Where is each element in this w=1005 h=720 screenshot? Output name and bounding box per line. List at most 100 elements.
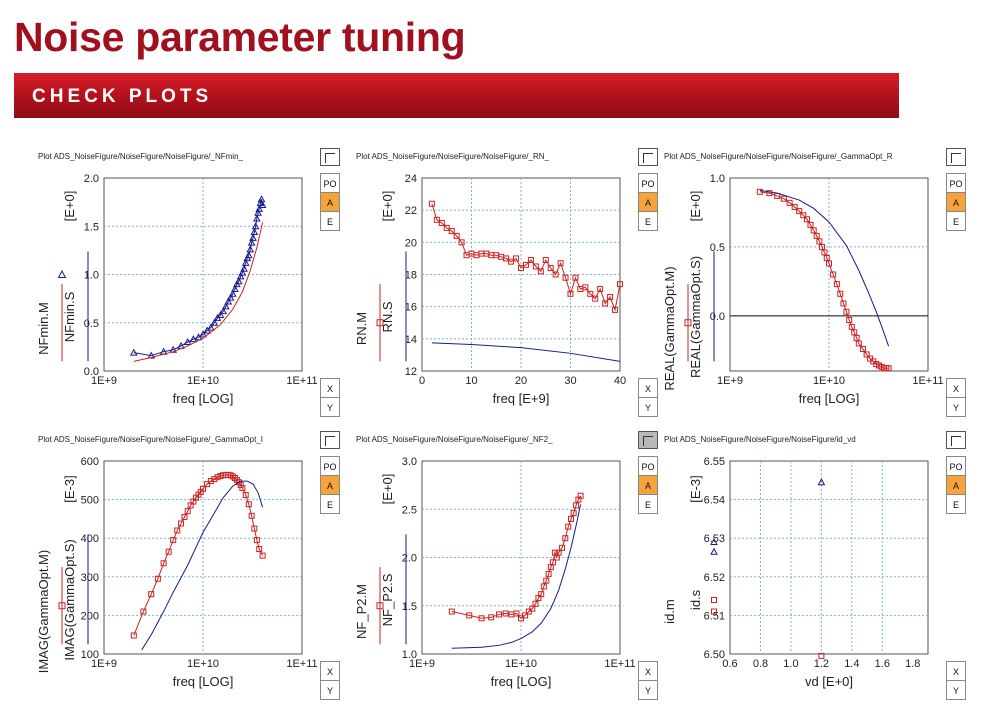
- y-axis-unit: [E+0]: [380, 191, 395, 222]
- y-tick-label: 2.0: [84, 173, 99, 185]
- plot-options-icon[interactable]: [320, 148, 340, 166]
- legend-marker: [684, 319, 692, 327]
- e-button[interactable]: E: [946, 494, 966, 514]
- a-button[interactable]: A: [946, 475, 966, 495]
- po-button[interactable]: PO: [946, 456, 966, 476]
- po-button[interactable]: PO: [638, 173, 658, 193]
- y-tick-label: 300: [81, 572, 99, 584]
- e-button[interactable]: E: [320, 211, 340, 231]
- data-point: [226, 293, 235, 301]
- data-point: [567, 290, 574, 297]
- y-tick-label: 400: [81, 533, 99, 545]
- data-point: [522, 612, 529, 619]
- a-button[interactable]: A: [946, 192, 966, 212]
- e-button[interactable]: E: [320, 494, 340, 514]
- plot-panel-nfmin: Plot ADS_NoiseFigure/NoiseFigure/NoiseFi…: [14, 140, 344, 420]
- data-point: [837, 290, 844, 297]
- e-button[interactable]: E: [638, 494, 658, 514]
- x-tick-label: 1.6: [875, 658, 890, 670]
- data-point: [826, 260, 832, 267]
- series-line: [759, 189, 890, 347]
- data-point: [513, 255, 520, 262]
- data-point: [859, 345, 866, 352]
- y-button[interactable]: Y: [946, 397, 966, 417]
- x-button[interactable]: X: [946, 661, 966, 681]
- y-tick-label: 2.0: [402, 553, 417, 565]
- y-tick-label: 600: [81, 456, 99, 468]
- plot-options-icon[interactable]: [638, 431, 658, 449]
- data-point: [174, 527, 181, 534]
- y-tick-label: 18: [405, 270, 417, 282]
- y-tick-label: 6.54: [704, 495, 725, 507]
- data-point: [592, 295, 599, 302]
- x-button[interactable]: X: [946, 378, 966, 398]
- y-button[interactable]: Y: [320, 397, 340, 417]
- plot-title: Plot ADS_NoiseFigure/NoiseFigure/NoiseFi…: [38, 152, 244, 161]
- data-point: [532, 600, 539, 607]
- y-tick-label: 0.5: [84, 318, 99, 330]
- data-point: [448, 228, 455, 235]
- data-point: [786, 199, 793, 206]
- x-tick-label: 1E+11: [286, 658, 317, 670]
- data-point: [199, 330, 207, 338]
- data-point: [843, 308, 850, 315]
- data-point: [240, 264, 248, 272]
- e-button[interactable]: E: [946, 211, 966, 231]
- data-point: [823, 254, 830, 261]
- plot-options-icon[interactable]: [946, 148, 966, 166]
- chart-svg: Plot ADS_NoiseFigure/NoiseFigure/NoiseFi…: [662, 152, 944, 406]
- data-point: [254, 208, 262, 216]
- data-point: [129, 348, 138, 356]
- data-point: [791, 203, 798, 210]
- data-point: [256, 546, 263, 553]
- y-tick-label: 1.0: [84, 270, 99, 282]
- x-tick-label: 0: [419, 375, 425, 387]
- data-point: [206, 323, 215, 331]
- data-point: [178, 520, 185, 527]
- data-point: [573, 502, 580, 509]
- data-point: [147, 351, 156, 359]
- y-tick-label: 1.0: [402, 649, 417, 661]
- y-tick-label: 1.0: [710, 173, 725, 185]
- plot-options-icon[interactable]: [946, 431, 966, 449]
- data-point: [170, 537, 177, 544]
- y-tick-label: 2.5: [402, 504, 417, 516]
- legend-marker: [711, 608, 717, 615]
- data-point: [522, 261, 529, 268]
- data-point: [259, 552, 266, 559]
- data-point: [238, 268, 247, 276]
- data-point: [228, 289, 237, 297]
- data-point: [255, 204, 264, 212]
- po-button[interactable]: PO: [946, 173, 966, 193]
- chart-svg: Plot ADS_NoiseFigure/NoiseFigure/NoiseFi…: [354, 435, 636, 689]
- x-tick-label: 1E+9: [717, 375, 743, 387]
- plot-options-icon[interactable]: [638, 148, 658, 166]
- data-point: [184, 508, 191, 515]
- y-button[interactable]: Y: [946, 680, 966, 700]
- x-tick-label: 1.0: [783, 658, 798, 670]
- x-tick-label: 1.2: [814, 658, 829, 670]
- a-button[interactable]: A: [320, 192, 340, 212]
- x-tick-label: 1E+9: [91, 375, 117, 387]
- y-button[interactable]: Y: [638, 680, 658, 700]
- data-point: [503, 255, 510, 262]
- data-point: [570, 510, 577, 517]
- legend-marker: [57, 269, 67, 278]
- x-tick-label: 30: [564, 375, 576, 387]
- plot-area: [729, 460, 929, 655]
- plot-panel-id-vd: Plot ADS_NoiseFigure/NoiseFigure/NoiseFi…: [640, 423, 970, 703]
- y-axis-label-simulated: RN.S: [380, 301, 395, 332]
- e-button[interactable]: E: [638, 211, 658, 231]
- y-tick-label: 0.0: [710, 311, 725, 323]
- a-button[interactable]: A: [638, 475, 658, 495]
- y-axis-label-simulated: IMAG(GammaOpt.S): [62, 539, 77, 660]
- y-button[interactable]: Y: [320, 680, 340, 700]
- data-point: [543, 577, 550, 584]
- data-point: [224, 297, 233, 305]
- y-button[interactable]: Y: [638, 397, 658, 417]
- data-point: [817, 478, 826, 486]
- data-point: [251, 525, 258, 532]
- data-point: [241, 258, 250, 266]
- plot-options-icon[interactable]: [320, 431, 340, 449]
- data-point: [833, 281, 840, 288]
